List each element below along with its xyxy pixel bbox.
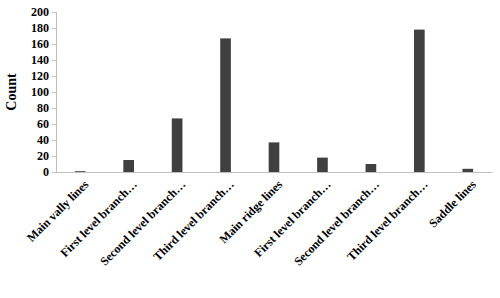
y-tick-mark xyxy=(52,124,56,125)
y-tick-mark xyxy=(52,140,56,141)
y-axis-title: Count xyxy=(4,73,19,111)
y-tick-mark xyxy=(52,28,56,29)
bar xyxy=(123,160,134,172)
y-tick: 200 xyxy=(31,5,56,19)
y-tick: 80 xyxy=(37,101,56,115)
y-tick-mark xyxy=(52,156,56,157)
y-tick-label: 60 xyxy=(37,117,49,131)
y-tick-label: 20 xyxy=(37,149,49,163)
x-tick-label: Second level branch… xyxy=(97,177,188,268)
bar xyxy=(462,169,473,172)
y-tick-mark xyxy=(52,108,56,109)
y-tick: 140 xyxy=(31,53,56,67)
y-axis-line xyxy=(52,13,57,173)
bars xyxy=(75,30,473,172)
y-tick-mark xyxy=(52,92,56,93)
x-tick: Second level branch… xyxy=(97,172,188,268)
y-tick-label: 100 xyxy=(31,85,49,99)
bar xyxy=(317,158,328,172)
x-tick: Third level branch… xyxy=(150,172,236,264)
x-tick: Second level branch… xyxy=(291,172,382,268)
bar xyxy=(75,171,86,172)
y-tick-label: 40 xyxy=(37,133,49,147)
y-tick-label: 160 xyxy=(31,37,49,51)
y-tick-mark xyxy=(52,44,56,45)
y-tick-mark xyxy=(52,12,56,13)
x-axis-line xyxy=(57,172,493,173)
y-tick-label: 120 xyxy=(31,69,49,83)
x-tick: Third level branch… xyxy=(344,172,430,264)
x-axis: Main vally linesFirst level branch…Secon… xyxy=(24,172,492,268)
x-tick-label: Saddle lines xyxy=(426,177,479,230)
y-tick-mark xyxy=(52,172,56,173)
y-tick-label: 140 xyxy=(31,53,49,67)
y-tick: 180 xyxy=(31,21,56,35)
y-tick-label: 80 xyxy=(37,101,49,115)
y-tick: 120 xyxy=(31,69,56,83)
y-tick: 0 xyxy=(43,165,56,179)
x-tick-label: Third level branch… xyxy=(150,177,236,263)
y-tick: 40 xyxy=(37,133,56,147)
y-tick-label: 0 xyxy=(43,165,49,179)
y-tick: 160 xyxy=(31,37,56,51)
y-tick-mark xyxy=(52,60,56,61)
x-tick-label: Third level branch… xyxy=(344,177,430,263)
y-tick: 20 xyxy=(37,149,56,163)
bar xyxy=(220,38,231,172)
chart-container: 0 20 40 60 80 100 120 140 160 180 200 Main vally li… xyxy=(0,0,500,298)
bar xyxy=(269,142,280,172)
y-tick-label: 200 xyxy=(31,5,49,19)
x-tick-label: Second level branch… xyxy=(291,177,382,268)
chart-svg: 0 20 40 60 80 100 120 140 160 180 200 Main vally li… xyxy=(0,0,500,298)
y-tick-mark xyxy=(52,76,56,77)
y-tick: 60 xyxy=(37,117,56,131)
y-tick-label: 180 xyxy=(31,21,49,35)
bar xyxy=(414,30,425,172)
y-axis: 0 20 40 60 80 100 120 140 160 180 200 xyxy=(31,5,57,179)
x-tick: Saddle lines xyxy=(426,172,479,230)
bar xyxy=(366,164,377,172)
plot-area: 0 20 40 60 80 100 120 140 160 180 200 Main vally li… xyxy=(24,5,492,268)
y-tick: 100 xyxy=(31,85,56,99)
bar xyxy=(172,118,183,172)
